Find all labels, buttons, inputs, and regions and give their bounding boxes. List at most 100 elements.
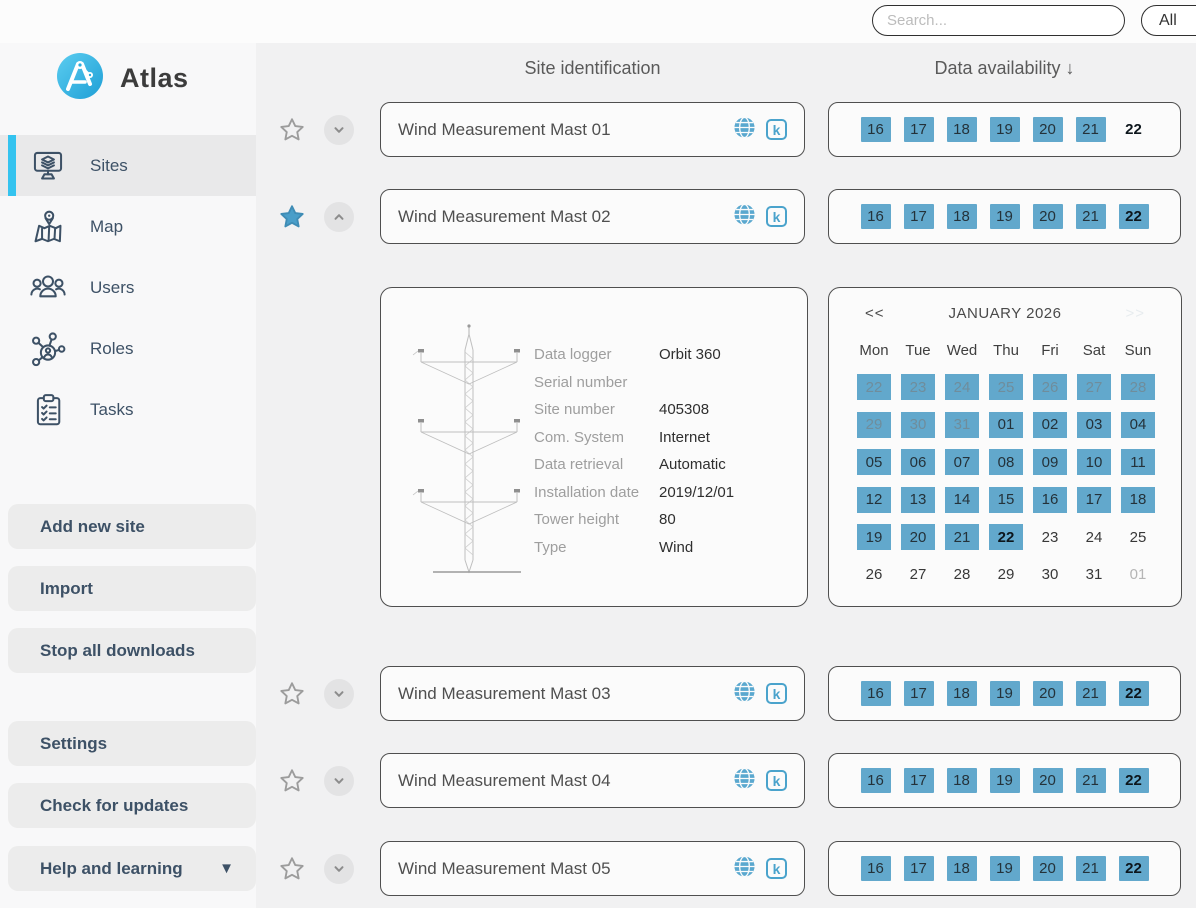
calendar-day-cell[interactable]: 16	[1033, 486, 1067, 513]
calendar-day-cell[interactable]: 23	[901, 374, 935, 400]
availability-day[interactable]: 17	[903, 856, 934, 881]
data-availability-card[interactable]: 16 17 18 19 20 21 22	[828, 102, 1181, 157]
calendar-day-cell[interactable]: 07	[945, 449, 979, 475]
calendar-day-cell[interactable]: 01	[1129, 566, 1147, 583]
expand-chevron-button[interactable]	[324, 766, 354, 796]
sidebar-item-map[interactable]: Map	[0, 196, 256, 257]
calendar-day-cell[interactable]: 13	[901, 486, 935, 513]
availability-day[interactable]: 17	[903, 681, 934, 706]
calendar-day-cell[interactable]: 23	[1041, 528, 1059, 546]
availability-day[interactable]: 22	[1118, 768, 1149, 793]
expand-chevron-button[interactable]	[324, 202, 354, 232]
data-availability-header[interactable]: Data availability ↓	[934, 58, 1075, 78]
calendar-day-cell[interactable]: 22	[857, 374, 891, 400]
calendar-day-cell[interactable]: 01	[989, 411, 1023, 438]
kintech-file-icon[interactable]: k	[766, 683, 787, 704]
calendar-day-cell[interactable]: 08	[989, 449, 1023, 475]
site-identification-card[interactable]: Wind Measurement Mast 01 k	[380, 102, 805, 157]
calendar-day-cell[interactable]: 02	[1033, 411, 1067, 438]
expand-chevron-button[interactable]	[324, 854, 354, 884]
sort-descending-icon[interactable]: ↓	[1065, 58, 1075, 78]
availability-day[interactable]: 21	[1075, 204, 1106, 229]
site-identification-card[interactable]: Wind Measurement Mast 04 k	[380, 753, 805, 808]
availability-day[interactable]: 18	[946, 117, 977, 142]
sidebar-item-users[interactable]: Users	[0, 257, 256, 318]
calendar-day-cell[interactable]: 27	[1077, 374, 1111, 400]
calendar-day-cell[interactable]: 28	[1121, 374, 1155, 400]
availability-day[interactable]: 16	[860, 856, 891, 881]
availability-day[interactable]: 21	[1075, 681, 1106, 706]
calendar-day-cell[interactable]: 20	[901, 524, 935, 550]
availability-day[interactable]: 22	[1118, 856, 1149, 881]
availability-day[interactable]: 20	[1032, 117, 1063, 142]
availability-day[interactable]: 19	[989, 117, 1020, 142]
availability-day[interactable]: 22	[1118, 681, 1149, 706]
availability-day[interactable]: 16	[860, 117, 891, 142]
availability-day[interactable]: 16	[860, 768, 891, 793]
filter-dropdown[interactable]: All	[1141, 5, 1196, 36]
kintech-file-icon[interactable]: k	[766, 206, 787, 227]
calendar-day-cell[interactable]: 29	[857, 411, 891, 438]
availability-day[interactable]: 20	[1032, 768, 1063, 793]
availability-day[interactable]: 18	[946, 856, 977, 881]
calendar-day-cell[interactable]: 31	[945, 411, 979, 438]
availability-day[interactable]: 21	[1075, 856, 1106, 881]
availability-day[interactable]: 22	[1118, 204, 1149, 229]
availability-day[interactable]: 21	[1075, 768, 1106, 793]
availability-day[interactable]: 18	[946, 681, 977, 706]
kintech-file-icon[interactable]: k	[766, 119, 787, 140]
calendar-day-cell[interactable]: 24	[1085, 528, 1103, 546]
calendar-day-cell[interactable]: 29	[997, 566, 1015, 583]
availability-day[interactable]: 16	[860, 681, 891, 706]
kintech-file-icon[interactable]: k	[766, 858, 787, 879]
favorite-star-icon[interactable]	[278, 680, 306, 708]
help-and-learning-button[interactable]: Help and learning ▼	[8, 846, 256, 891]
expand-chevron-button[interactable]	[324, 115, 354, 145]
globe-icon[interactable]	[733, 680, 756, 708]
calendar-day-cell[interactable]: 09	[1033, 449, 1067, 475]
favorite-star-icon[interactable]	[278, 203, 306, 231]
favorite-star-icon[interactable]	[278, 855, 306, 883]
calendar-day-cell[interactable]: 25	[1129, 528, 1147, 546]
calendar-day-cell[interactable]: 26	[1033, 374, 1067, 400]
data-availability-card[interactable]: 16 17 18 19 20 21 22	[828, 666, 1181, 721]
calendar-day-cell[interactable]: 31	[1085, 566, 1103, 583]
add-new-site-button[interactable]: Add new site	[8, 504, 256, 549]
calendar-day-cell[interactable]: 18	[1121, 486, 1155, 513]
availability-day[interactable]: 20	[1032, 681, 1063, 706]
globe-icon[interactable]	[733, 116, 756, 144]
favorite-star-icon[interactable]	[278, 767, 306, 795]
calendar-day-cell[interactable]: 14	[945, 486, 979, 513]
availability-day[interactable]: 19	[989, 204, 1020, 229]
import-button[interactable]: Import	[8, 566, 256, 611]
sidebar-item-tasks[interactable]: Tasks	[0, 379, 256, 440]
availability-day[interactable]: 18	[946, 204, 977, 229]
availability-day[interactable]: 19	[989, 681, 1020, 706]
site-identification-card[interactable]: Wind Measurement Mast 02 k	[380, 189, 805, 244]
availability-day[interactable]: 21	[1075, 117, 1106, 142]
availability-day[interactable]: 16	[860, 204, 891, 229]
stop-all-downloads-button[interactable]: Stop all downloads	[8, 628, 256, 673]
calendar-day-cell[interactable]: 30	[901, 411, 935, 438]
availability-day[interactable]: 17	[903, 204, 934, 229]
globe-icon[interactable]	[733, 767, 756, 795]
calendar-day-cell[interactable]: 04	[1121, 411, 1155, 438]
data-availability-card[interactable]: 16 17 18 19 20 21 22	[828, 841, 1181, 896]
site-identification-card[interactable]: Wind Measurement Mast 03 k	[380, 666, 805, 721]
data-availability-card[interactable]: 16 17 18 19 20 21 22	[828, 753, 1181, 808]
sidebar-item-sites[interactable]: Sites	[0, 135, 256, 196]
calendar-day-cell[interactable]: 17	[1077, 486, 1111, 513]
calendar-day-cell[interactable]: 11	[1121, 449, 1155, 475]
calendar-day-cell[interactable]: 21	[945, 524, 979, 550]
settings-button[interactable]: Settings	[8, 721, 256, 766]
globe-icon[interactable]	[733, 855, 756, 883]
site-identification-card[interactable]: Wind Measurement Mast 05 k	[380, 841, 805, 896]
availability-day[interactable]: 18	[946, 768, 977, 793]
calendar-day-cell[interactable]: 22	[989, 524, 1023, 550]
availability-day[interactable]: 20	[1032, 856, 1063, 881]
calendar-day-cell[interactable]: 30	[1041, 566, 1059, 583]
availability-day[interactable]: 20	[1032, 204, 1063, 229]
calendar-day-cell[interactable]: 15	[989, 486, 1023, 513]
calendar-day-cell[interactable]: 06	[901, 449, 935, 475]
calendar-day-cell[interactable]: 12	[857, 486, 891, 513]
